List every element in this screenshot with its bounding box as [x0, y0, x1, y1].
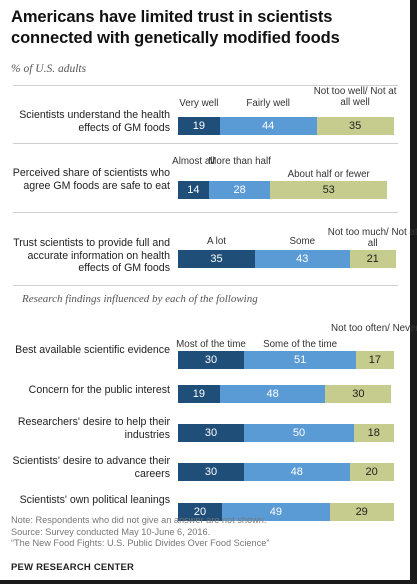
bar-segment: 20 — [178, 503, 222, 521]
bar-segment: 43 — [255, 250, 350, 268]
data-label: 18 — [367, 427, 380, 439]
bar-segment: 19 — [178, 117, 220, 135]
bar-segment: 30 — [325, 385, 392, 403]
column-header: More than half — [208, 156, 271, 167]
bar-segment: 28 — [208, 181, 271, 199]
bar-segment: 50 — [244, 424, 354, 442]
bar-segment: 29 — [329, 503, 394, 521]
row-label: Trust scientists to provide full and acc… — [13, 237, 170, 274]
bar-segment: 18 — [354, 424, 394, 442]
divider — [13, 143, 398, 144]
data-label: 48 — [266, 388, 279, 400]
data-label: 30 — [204, 466, 218, 478]
section-heading: Research findings influenced by each of … — [22, 293, 258, 305]
row-label: Scientists understand the health effects… — [19, 109, 170, 134]
bar-segment: 19 — [178, 385, 220, 403]
data-label: 20 — [365, 466, 378, 478]
divider — [13, 212, 398, 213]
row-label: Researchers' desire to help their indust… — [17, 416, 170, 441]
bar-segment: 17 — [356, 351, 394, 369]
bar-segment: 30 — [178, 351, 244, 369]
data-label: 30 — [204, 427, 218, 439]
data-label: 53 — [322, 184, 335, 196]
data-label: 48 — [290, 466, 303, 478]
column-header: Some — [289, 236, 316, 247]
data-label: 30 — [204, 354, 218, 366]
column-header: Some of the time — [263, 339, 338, 350]
column-header: Not too often/ Never — [331, 323, 417, 334]
column-header: Almost all — [172, 156, 215, 167]
column-header: About half or fewer — [287, 169, 370, 180]
bar-segment: 30 — [178, 463, 244, 481]
column-header: Not too well/ Not at all well — [313, 86, 397, 108]
data-label: 21 — [366, 253, 379, 265]
note-line: Note: Respondents who did not give an an… — [11, 515, 267, 525]
data-label: 50 — [292, 427, 306, 439]
data-label: 43 — [296, 253, 309, 265]
data-label: 51 — [293, 354, 307, 366]
data-label: 49 — [269, 506, 283, 518]
column-header: Fairly well — [246, 98, 290, 109]
column-header: Very well — [179, 98, 219, 109]
row-label: Scientists' own political leanings — [19, 494, 170, 506]
data-label: 19 — [192, 388, 206, 400]
bar-segment: 14 — [178, 181, 209, 199]
data-label: 35 — [210, 253, 223, 265]
bar-segment: 48 — [244, 463, 350, 481]
bar-segment: 49 — [222, 503, 330, 521]
column-header: A lot — [206, 236, 227, 247]
data-label: 20 — [193, 506, 207, 518]
data-label: 14 — [187, 184, 200, 196]
bar-segment: 44 — [219, 117, 317, 135]
chart-notes: Note: Respondents who did not give an an… — [11, 515, 269, 550]
row-label: Perceived share of scientists who agree … — [12, 167, 170, 192]
bar-segment: 35 — [316, 117, 394, 135]
data-label: 19 — [192, 120, 206, 132]
source-line: Source: Survey conducted May 10-June 6, … — [11, 526, 211, 537]
data-label: 35 — [348, 120, 362, 132]
report-line: “The New Food Fights: U.S. Public Divide… — [11, 538, 270, 548]
row-label: Concern for the public interest — [28, 384, 170, 396]
chart-subtitle: % of U.S. adults — [11, 63, 87, 75]
bar-segment: 30 — [178, 424, 244, 442]
bar-segment: 51 — [244, 351, 357, 369]
column-header: Most of the time — [176, 339, 246, 350]
bar-segment: 48 — [219, 385, 326, 403]
row-label: Best available scientific evidence — [15, 344, 170, 356]
data-label: 28 — [233, 184, 246, 196]
bar-segment: 35 — [178, 250, 255, 268]
brand-logo-text: PEW RESEARCH CENTER — [11, 562, 135, 573]
chart-title: Americans have limited trust in scientis… — [11, 8, 340, 47]
divider — [13, 285, 398, 286]
data-label: 29 — [355, 506, 368, 518]
column-header: Not too much/ Not at all — [327, 227, 417, 249]
bar-segment: 21 — [349, 250, 396, 268]
row-label: Scientists' desire to advance their care… — [12, 455, 170, 480]
bar-segment: 20 — [349, 463, 394, 481]
bar-segment: 53 — [270, 181, 387, 199]
data-label: 17 — [368, 354, 381, 366]
data-label: 30 — [352, 388, 365, 400]
divider — [13, 85, 398, 86]
data-label: 44 — [262, 120, 275, 132]
